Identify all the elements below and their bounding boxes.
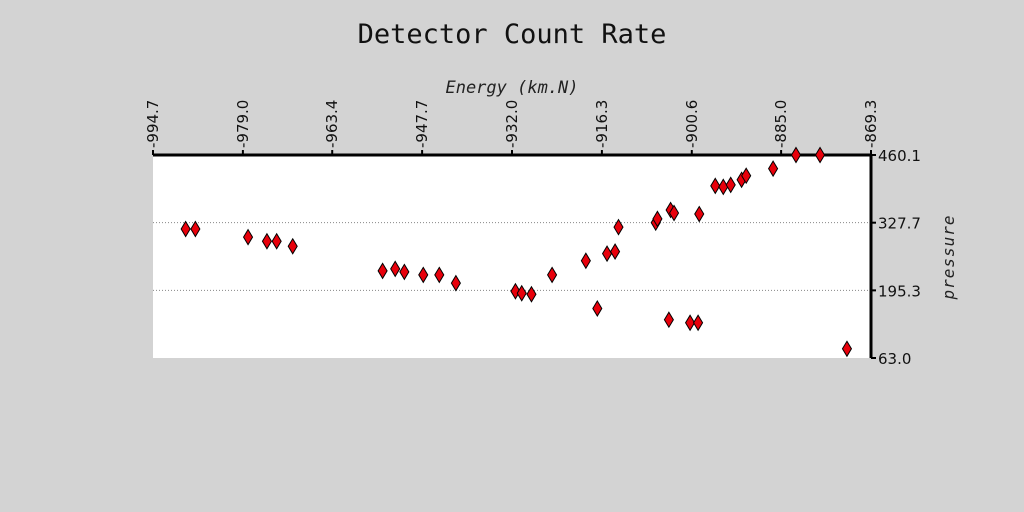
data-point [180, 220, 191, 238]
data-point [516, 284, 527, 302]
data-point [601, 245, 613, 263]
data-point [693, 314, 704, 332]
x-tick-label: -994.7 [144, 100, 162, 148]
x-tick-label: -885.0 [772, 100, 790, 148]
y-tick-label: 460.1 [878, 147, 921, 165]
x-tick-label: -947.7 [413, 100, 431, 148]
data-point [287, 237, 298, 255]
data-point [768, 160, 779, 178]
y-tick-label: 63.0 [878, 350, 911, 368]
data-point [242, 228, 254, 246]
data-point [261, 232, 273, 250]
data-point [390, 260, 401, 278]
x-tick-label: -900.6 [683, 100, 701, 148]
x-tick-label: -916.3 [593, 100, 611, 148]
y-tick-label: 327.7 [878, 215, 921, 233]
data-point [580, 252, 591, 270]
data-point [271, 232, 282, 250]
x-tick-label: -963.4 [323, 100, 341, 148]
data-point [725, 176, 736, 194]
data-point [418, 266, 429, 284]
data-point [399, 263, 410, 281]
data-point [434, 266, 445, 284]
data-point [652, 210, 663, 228]
data-point [814, 146, 826, 164]
data-point [710, 177, 721, 195]
x-tick-label: -932.0 [503, 100, 521, 148]
data-point [663, 311, 674, 329]
x-tick-label: -869.3 [862, 100, 880, 148]
data-point [546, 266, 558, 284]
data-point [613, 218, 624, 236]
data-point [790, 146, 802, 164]
data-point [694, 205, 705, 223]
tick-labels: -994.7 -979.0 -963.4 -947.7 -932.0 -916.3 -900… [144, 100, 921, 368]
data-point [592, 300, 603, 317]
data-points [180, 146, 853, 358]
y-tick-label: 195.3 [878, 282, 921, 300]
y-axis-label: pressure [939, 214, 958, 300]
data-point [377, 262, 388, 280]
x-tick-label: -979.0 [234, 100, 252, 148]
data-point [609, 243, 621, 261]
x-axis-label: Energy (km.N) [445, 78, 578, 98]
data-point [668, 204, 680, 222]
data-point [190, 220, 201, 238]
data-point [684, 314, 696, 332]
data-point [741, 167, 752, 185]
data-point [450, 274, 461, 292]
data-point [526, 285, 537, 303]
data-point [841, 340, 853, 358]
chart-title: Detector Count Rate [358, 19, 667, 50]
plot-area [153, 155, 871, 358]
